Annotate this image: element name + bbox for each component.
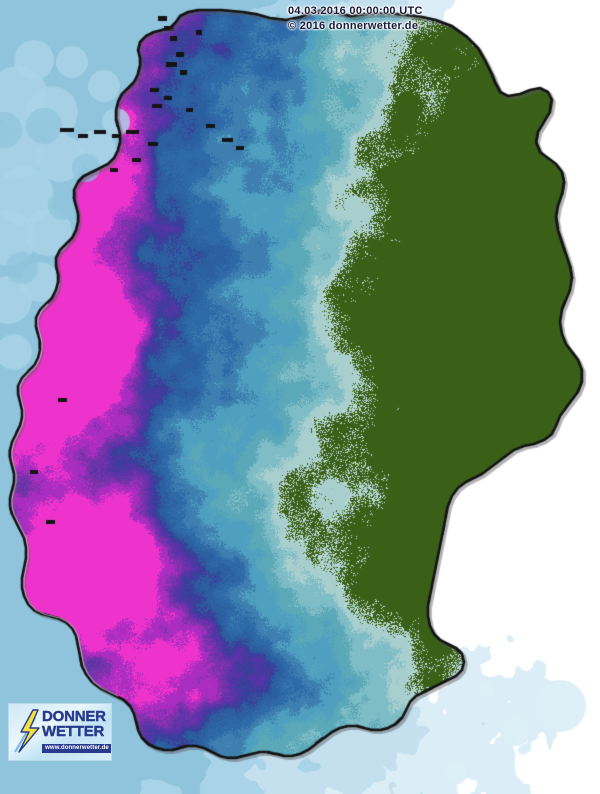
logo-word-bottom: WETTER — [42, 723, 105, 740]
donnerwetter-logo[interactable]: DONNER WETTER www.donnerwetter.de — [8, 703, 112, 761]
logo-word-top: DONNER — [42, 708, 106, 725]
logo-wordmark: DONNER WETTER — [42, 708, 111, 740]
logo-url[interactable]: www.donnerwetter.de — [42, 744, 111, 753]
lightning-bolt-icon — [14, 709, 40, 753]
